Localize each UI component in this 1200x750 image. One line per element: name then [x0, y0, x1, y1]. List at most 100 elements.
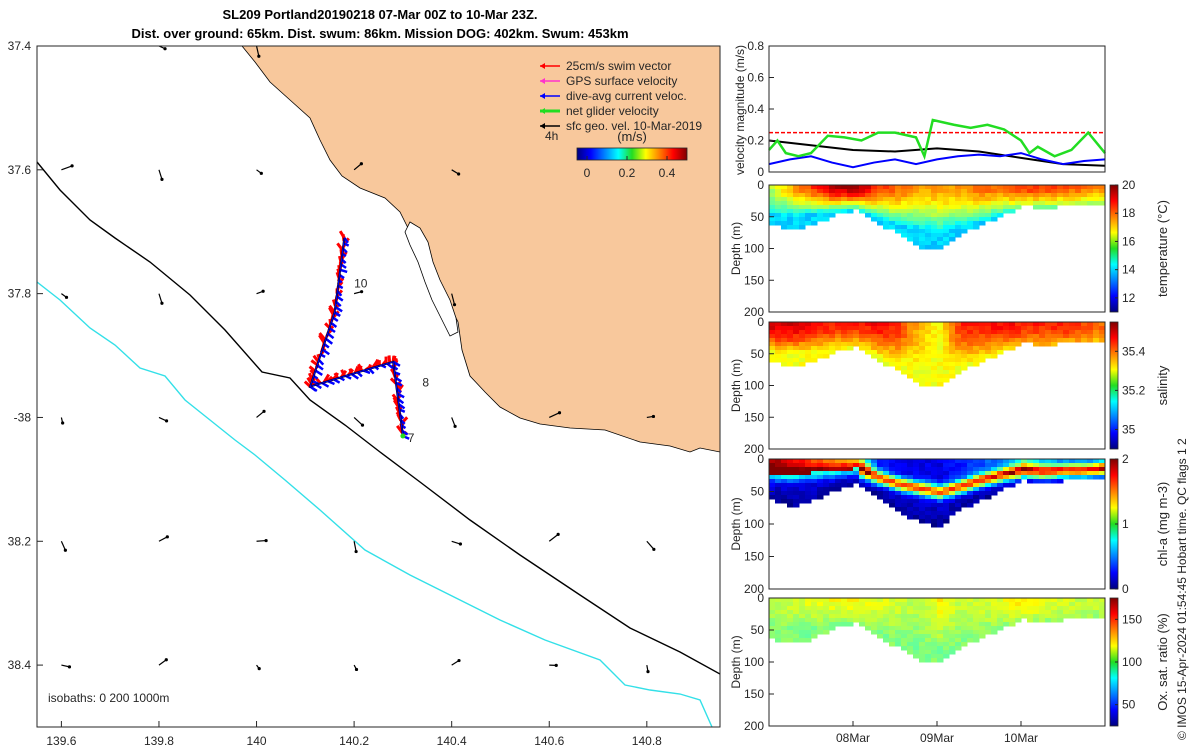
section-cell: [775, 638, 782, 643]
depth-tick-label: 150: [744, 687, 764, 701]
section-cell: [1099, 475, 1106, 480]
section-cell: [991, 491, 998, 496]
section-cell: [1033, 334, 1040, 339]
section-cell: [973, 221, 980, 226]
section-cell: [919, 237, 926, 242]
section-cell: [913, 622, 920, 627]
section-cell: [973, 185, 980, 190]
section-cell: [823, 189, 830, 194]
section-cell: [787, 193, 794, 198]
section-cell: [1009, 483, 1016, 488]
section-cell: [937, 382, 944, 387]
section-cell: [937, 515, 944, 520]
section-cell: [961, 503, 968, 508]
section-cell: [937, 233, 944, 238]
section-cell: [949, 499, 956, 504]
section-cell: [823, 346, 830, 351]
section-cell: [907, 205, 914, 210]
section-cell: [781, 487, 788, 492]
section-cell: [907, 217, 914, 222]
section-cell: [913, 342, 920, 347]
section-cell: [907, 630, 914, 635]
section-cell: [895, 362, 902, 367]
section-cell: [937, 610, 944, 615]
section-cell: [865, 346, 872, 351]
section-cell: [829, 322, 836, 327]
section-cell: [955, 614, 962, 619]
section-cell: [955, 338, 962, 343]
section-cell: [799, 330, 806, 335]
section-cell: [889, 338, 896, 343]
section-cell: [1087, 201, 1094, 206]
section-cell: [1051, 598, 1058, 603]
section-cell: [877, 334, 884, 339]
section-cell: [847, 471, 854, 476]
section-cell: [937, 626, 944, 631]
section-cell: [769, 354, 776, 359]
section-cell: [907, 459, 914, 464]
section-cell: [775, 213, 782, 218]
section-cell: [943, 459, 950, 464]
colorbar-tick-label: 50: [1122, 698, 1136, 712]
section-cell: [889, 499, 896, 504]
section-cell: [901, 358, 908, 363]
section-cell: [853, 330, 860, 335]
section-cell: [775, 622, 782, 627]
section-cell: [913, 221, 920, 226]
section-cell: [907, 646, 914, 651]
section-cell: [769, 598, 776, 603]
section-cell: [913, 185, 920, 190]
section-cell: [1021, 463, 1028, 468]
section-cell: [931, 237, 938, 242]
legend-label: 25cm/s swim vector: [566, 59, 671, 73]
section-cell: [961, 463, 968, 468]
section-cell: [769, 491, 776, 496]
section-cell: [967, 322, 974, 327]
section-cell: [877, 598, 884, 603]
section-cell: [901, 209, 908, 214]
section-cell: [865, 606, 872, 611]
section-cell: [991, 475, 998, 480]
section-cell: [805, 467, 812, 472]
section-cell: [955, 205, 962, 210]
section-cell: [1021, 459, 1028, 464]
section-cell: [793, 201, 800, 206]
section-cell: [943, 650, 950, 655]
depth-tick-label: 0: [757, 452, 764, 466]
section-cell: [835, 189, 842, 194]
section-cell: [877, 217, 884, 222]
section-cell: [943, 370, 950, 375]
section-cell: [973, 495, 980, 500]
section-cell: [895, 483, 902, 488]
section-cell: [889, 217, 896, 222]
section-cell: [1081, 610, 1088, 615]
section-cell: [775, 463, 782, 468]
section-cell: [865, 350, 872, 355]
section-cell: [805, 471, 812, 476]
section-cell: [979, 606, 986, 611]
section-cell: [943, 225, 950, 230]
section-cell: [985, 471, 992, 476]
section-cell: [931, 630, 938, 635]
section-cell: [1093, 197, 1100, 202]
section-cell: [955, 479, 962, 484]
section-cell: [943, 519, 950, 524]
section-cell: [793, 326, 800, 331]
section-cell: [1015, 205, 1022, 210]
section-cell: [955, 185, 962, 190]
section-cell: [901, 634, 908, 639]
section-cell: [1009, 467, 1016, 472]
section-cell: [805, 487, 812, 492]
section-cell: [943, 495, 950, 500]
section-cell: [937, 217, 944, 222]
section-cell: [769, 322, 776, 327]
section-cell: [805, 499, 812, 504]
section-cell: [877, 205, 884, 210]
section-cell: [1003, 346, 1010, 351]
section-cell: [1039, 475, 1046, 480]
section-cell: [949, 330, 956, 335]
section-cell: [985, 338, 992, 343]
map-ytick-label: 38.2: [8, 534, 32, 548]
section-cell: [1003, 483, 1010, 488]
section-cell: [769, 475, 776, 480]
